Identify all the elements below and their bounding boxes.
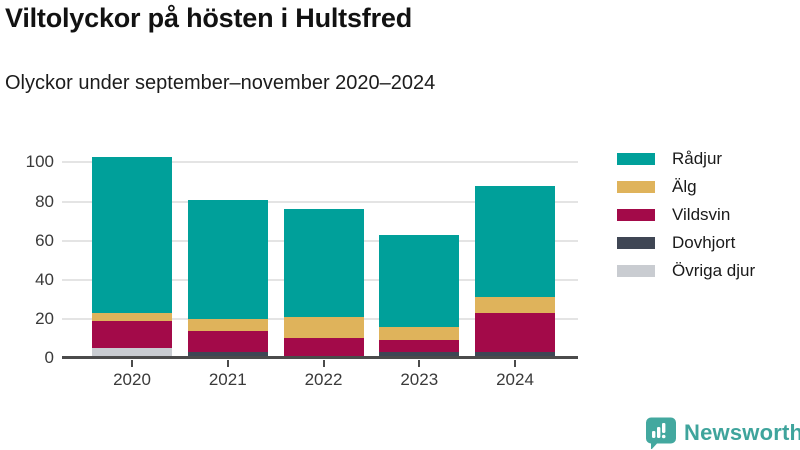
x-tick-label-2024: 2024 (496, 370, 534, 389)
newsworthy-logo-icon (646, 417, 676, 449)
bar-segment-2023-Älg (379, 327, 459, 340)
x-tick-2021 (227, 360, 229, 367)
bar-segment-2024-Älg (475, 297, 555, 313)
bar-segment-2022-Vildsvin (284, 338, 364, 356)
brand-name: Newsworthy (684, 419, 800, 445)
bar-segment-2020-Övriga djur (92, 348, 172, 358)
legend-row-Övriga djur: Övriga djur (617, 257, 755, 285)
x-tick-label-2020: 2020 (113, 370, 151, 389)
legend-swatch-icon (617, 209, 655, 221)
plot-area (62, 140, 578, 367)
y-tick-label-100: 100 (25, 152, 54, 171)
legend-label: Rådjur (672, 149, 723, 168)
legend-swatch-icon (617, 237, 655, 249)
bar-segment-2021-Dovhjort (188, 352, 268, 356)
gridline-80 (62, 201, 578, 203)
x-tick-2020 (131, 360, 133, 367)
y-tick-label-60: 60 (35, 231, 54, 250)
legend-label: Älg (672, 177, 697, 196)
bar-segment-2022-Älg (284, 317, 364, 338)
bar-segment-2023-Dovhjort (379, 352, 459, 356)
bar-segment-2021-Rådjur (188, 200, 268, 319)
legend-row-Vildsvin: Vildsvin (617, 201, 755, 229)
legend-row-Älg: Älg (617, 173, 755, 201)
x-axis-line (62, 356, 578, 359)
bar-segment-2022-Rådjur (284, 209, 364, 317)
chart-title: Viltolyckor på hösten i Hultsfred (5, 3, 412, 33)
bar-segment-2024-Dovhjort (475, 352, 555, 356)
x-tick-2023 (418, 360, 420, 367)
y-tick-label-0: 0 (44, 348, 54, 367)
legend-label: Övriga djur (672, 261, 756, 280)
bar-segment-2024-Rådjur (475, 186, 555, 297)
x-tick-2024 (514, 360, 516, 367)
chart-subtitle: Olyckor under september–november 2020–20… (5, 72, 436, 94)
bar-segment-2020-Vildsvin (92, 321, 172, 348)
legend-label: Vildsvin (672, 205, 731, 224)
y-tick-label-20: 20 (35, 309, 54, 328)
legend-label: Dovhjort (672, 233, 736, 252)
bar-segment-2023-Vildsvin (379, 340, 459, 352)
legend: Rådjur Älg Vildsvin Dovhjort Övriga djur (617, 145, 755, 285)
legend-swatch-icon (617, 153, 655, 165)
brand-footer: Newsworthy (644, 416, 800, 449)
legend-swatch-icon (617, 265, 655, 277)
bar-segment-2024-Vildsvin (475, 313, 555, 352)
bar-segment-2020-Rådjur (92, 157, 172, 313)
x-tick-label-2021: 2021 (208, 370, 247, 389)
x-tick-label-2023: 2023 (400, 370, 439, 389)
y-tick-label-40: 40 (35, 270, 54, 289)
bar-segment-2021-Vildsvin (188, 331, 268, 352)
bar-segment-2020-Älg (92, 313, 172, 321)
x-tick-label-2022: 2022 (304, 370, 343, 389)
bar-segment-2023-Rådjur (379, 235, 459, 327)
bar-segment-2021-Älg (188, 319, 268, 331)
legend-row-Dovhjort: Dovhjort (617, 229, 755, 257)
y-tick-label-80: 80 (35, 192, 54, 211)
x-tick-2022 (323, 360, 325, 367)
legend-row-Rådjur: Rådjur (617, 145, 755, 173)
gridline-100 (62, 161, 578, 163)
legend-swatch-icon (617, 181, 655, 193)
